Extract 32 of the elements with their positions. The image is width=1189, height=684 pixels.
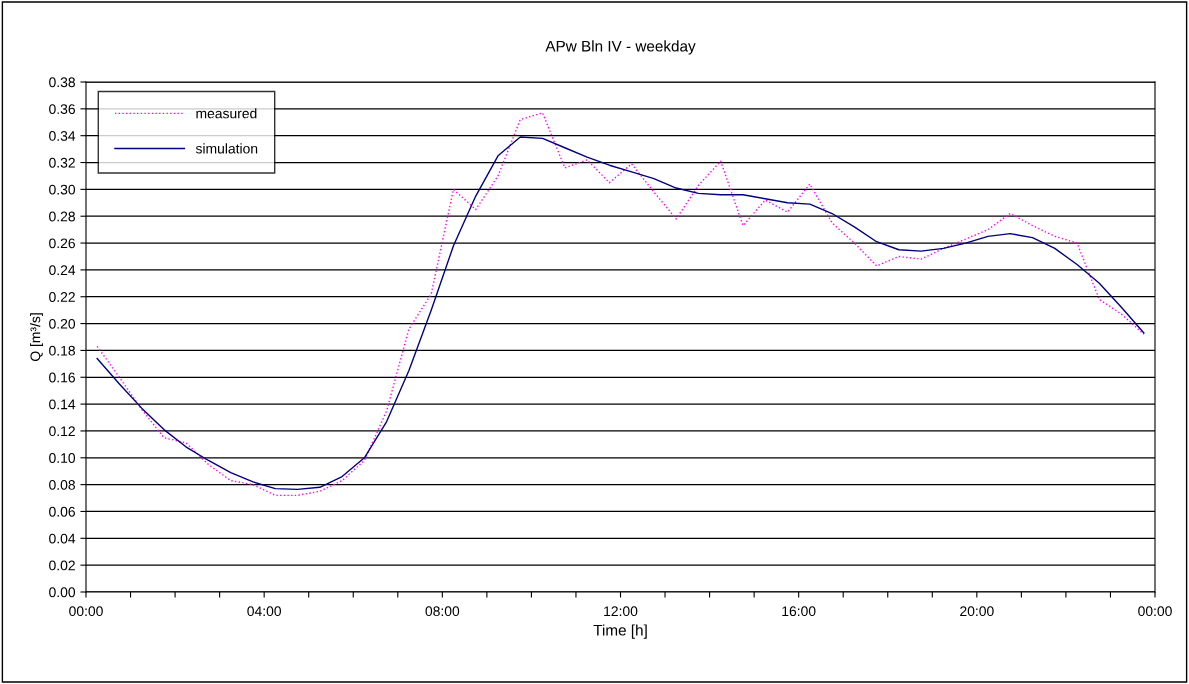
- x-tick-label: 04:00: [247, 606, 281, 617]
- x-axis-title: Time [h]: [593, 624, 647, 639]
- y-tick-label: 0.00: [49, 587, 76, 598]
- legend-label: measured: [196, 108, 257, 119]
- y-tick-label: 0.04: [49, 533, 76, 544]
- x-tick-label: 20:00: [960, 606, 994, 617]
- y-tick-label: 0.14: [49, 399, 76, 410]
- y-axis-title: Q [m³/s]: [30, 313, 43, 362]
- y-tick-label: 0.22: [49, 292, 75, 302]
- y-tick-label: 0.30: [49, 184, 76, 195]
- y-tick-label: 0.26: [49, 238, 75, 249]
- y-tick-label: 0.36: [49, 104, 75, 115]
- y-tick-label: 0.34: [49, 131, 76, 141]
- y-tick-label: 0.16: [49, 372, 75, 383]
- y-tick-label: 0.18: [49, 345, 75, 356]
- y-tick-label: 0.20: [49, 318, 76, 329]
- x-tick-label: 08:00: [425, 606, 460, 617]
- y-tick-label: 0.12: [49, 426, 75, 437]
- legend-label: simulation: [195, 143, 258, 154]
- y-tick-label: 0.06: [49, 506, 75, 517]
- y-tick-label: 0.10: [49, 453, 76, 463]
- y-tick-label: 0.38: [49, 77, 75, 88]
- y-tick-label: 0.28: [49, 211, 75, 222]
- x-tick-label: 12:00: [604, 606, 638, 617]
- x-tick-label: 00:00: [69, 606, 103, 617]
- chart-title: APw Bln IV - weekday: [545, 40, 696, 55]
- y-tick-label: 0.02: [49, 560, 75, 571]
- y-tick-label: 0.08: [49, 479, 75, 490]
- y-tick-label: 0.24: [49, 265, 76, 276]
- x-tick-label: 00:00: [1138, 606, 1172, 617]
- x-tick-label: 16:00: [782, 606, 816, 617]
- y-tick-label: 0.32: [49, 157, 75, 168]
